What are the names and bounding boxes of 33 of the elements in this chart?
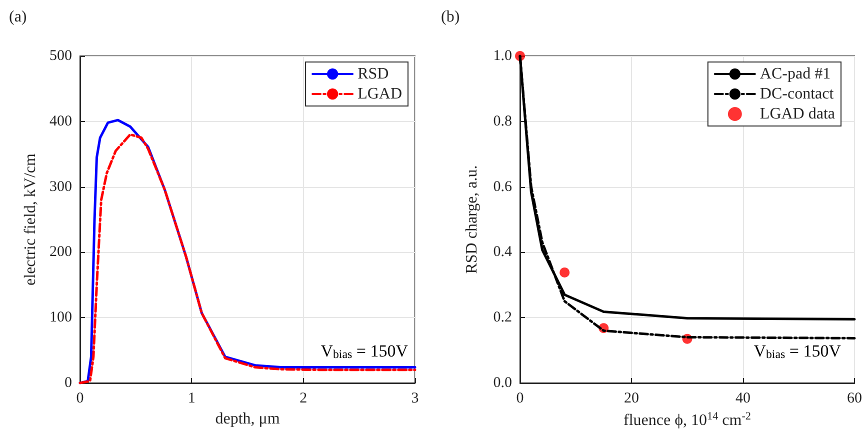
x-axis-title: depth, μm xyxy=(215,410,280,428)
point xyxy=(560,267,570,278)
y-tick-label: 0.4 xyxy=(493,244,512,260)
x-tick-label: 1 xyxy=(188,390,196,406)
legend-label: DC-contact xyxy=(760,86,834,102)
x-tick-label: 40 xyxy=(736,390,750,406)
x-tick-label: 3 xyxy=(411,390,419,406)
y-tick-label: 400 xyxy=(50,113,72,130)
legend-label: RSD xyxy=(358,66,389,82)
x-tick-label: 0 xyxy=(516,390,524,406)
y-tick-label: 1.0 xyxy=(493,48,512,64)
annotation: Vbias = 150V xyxy=(320,342,409,361)
y-axis-title: RSD charge, a.u. xyxy=(464,165,480,274)
y-tick-label: 500 xyxy=(50,48,72,64)
legend-label: AC-pad #1 xyxy=(760,66,831,82)
x-tick-label: 0 xyxy=(76,390,84,406)
x-tick-label: 60 xyxy=(847,390,862,406)
chart-title: (a) xyxy=(9,8,27,26)
y-tick-label: 0.0 xyxy=(493,375,512,391)
y-tick-label: 300 xyxy=(50,178,72,195)
chart-title: (b) xyxy=(441,8,460,26)
y-tick-label: 0 xyxy=(64,375,72,391)
y-tick-label: 100 xyxy=(50,310,72,326)
y-tick-label: 0.8 xyxy=(493,113,512,130)
annotation: Vbias = 150V xyxy=(754,342,842,361)
legend-label: LGAD xyxy=(358,86,402,102)
y-axis-title: electric field, kV/cm xyxy=(22,152,40,286)
x-tick-label: 2 xyxy=(300,390,308,406)
legend-label: LGAD data xyxy=(760,106,836,122)
x-tick-label: 20 xyxy=(624,390,639,406)
y-tick-label: 200 xyxy=(50,244,72,260)
y-tick-label: 0.2 xyxy=(493,310,512,326)
y-tick-label: 0.6 xyxy=(493,178,512,195)
